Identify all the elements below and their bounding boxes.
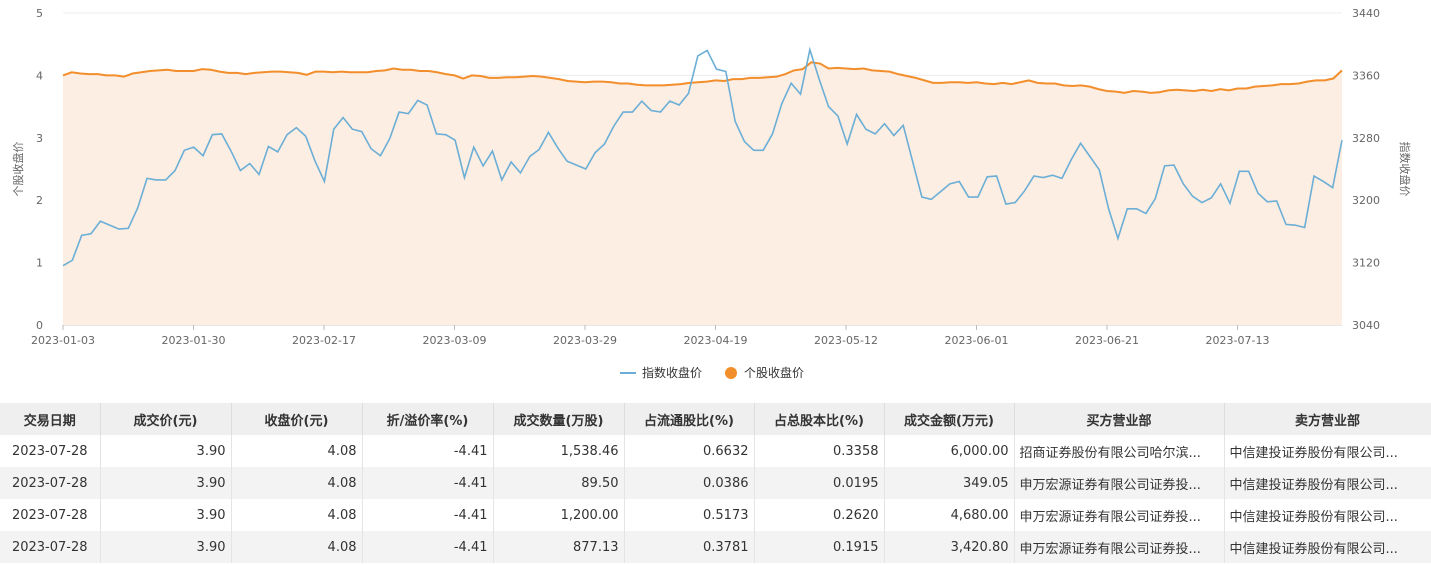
y-left-tick-label: 1 xyxy=(36,257,43,270)
legend-marker-stock xyxy=(725,367,737,379)
legend-label-index: 指数收盘价 xyxy=(642,365,702,380)
cell-volume: 1,200.00 xyxy=(493,499,625,531)
cell-buyer[interactable]: 申万宏源证券有限公司证券投... xyxy=(1014,467,1225,499)
table-header-row: 交易日期 成交价(元) 收盘价(元) 折/溢价率(%) 成交数量(万股) 占流通… xyxy=(0,403,1431,435)
y-left-axis-title: 个股收盘价 xyxy=(11,142,25,197)
cell-deal-price: 3.90 xyxy=(100,531,232,563)
header-close-price[interactable]: 收盘价(元) xyxy=(231,403,363,435)
header-total-ratio[interactable]: 占总股本比(%) xyxy=(754,403,885,435)
cell-amount: 3,420.80 xyxy=(884,531,1015,563)
cell-total-ratio: 0.3358 xyxy=(754,435,885,467)
header-buyer[interactable]: 买方营业部 xyxy=(1014,403,1225,435)
x-tick-label: 2023-05-12 xyxy=(814,334,878,347)
header-float-ratio[interactable]: 占流通股比(%) xyxy=(624,403,755,435)
cell-buyer[interactable]: 申万宏源证券有限公司证券投... xyxy=(1014,499,1225,531)
x-tick-label: 2023-06-01 xyxy=(945,334,1009,347)
stock-price-area xyxy=(63,62,1342,326)
header-deal-price[interactable]: 成交价(元) xyxy=(100,403,232,435)
cell-total-ratio: 0.2620 xyxy=(754,499,885,531)
cell-seller[interactable]: 中信建投证券股份有限公司... xyxy=(1224,467,1431,499)
cell-trade-date: 2023-07-28 xyxy=(0,531,101,563)
cell-close-price: 4.08 xyxy=(231,531,363,563)
y-right-tick-label: 3040 xyxy=(1352,319,1380,332)
cell-buyer[interactable]: 申万宏源证券有限公司证券投... xyxy=(1014,531,1225,563)
y-right-tick-label: 3200 xyxy=(1352,194,1380,207)
cell-buyer[interactable]: 招商证券股份有限公司哈尔滨... xyxy=(1014,435,1225,467)
table-row: 2023-07-28 3.90 4.08 -4.41 89.50 0.0386 … xyxy=(0,467,1431,499)
x-tick-label: 2023-03-29 xyxy=(553,334,617,347)
cell-trade-date: 2023-07-28 xyxy=(0,499,101,531)
x-tick-label: 2023-01-03 xyxy=(31,334,95,347)
x-tick-label: 2023-06-21 xyxy=(1075,334,1139,347)
x-tick-label: 2023-07-13 xyxy=(1206,334,1270,347)
cell-volume: 89.50 xyxy=(493,467,625,499)
table-row: 2023-07-28 3.90 4.08 -4.41 1,200.00 0.51… xyxy=(0,499,1431,531)
cell-volume: 877.13 xyxy=(493,531,625,563)
y-left-tick-label: 0 xyxy=(36,319,43,332)
cell-total-ratio: 0.0195 xyxy=(754,467,885,499)
series-line-stock-price xyxy=(62,61,1343,94)
cell-premium-rate: -4.41 xyxy=(362,467,494,499)
cell-deal-price: 3.90 xyxy=(100,467,232,499)
y-right-tick-label: 3360 xyxy=(1352,69,1380,82)
cell-float-ratio: 0.5173 xyxy=(624,499,755,531)
cell-float-ratio: 0.0386 xyxy=(624,467,755,499)
x-tick-label: 2023-03-09 xyxy=(423,334,487,347)
header-volume[interactable]: 成交数量(万股) xyxy=(493,403,625,435)
y-right-tick-label: 3440 xyxy=(1352,7,1380,20)
cell-seller[interactable]: 中信建投证券股份有限公司... xyxy=(1224,531,1431,563)
y-right-tick-label: 3280 xyxy=(1352,132,1380,145)
series-line-index-price xyxy=(62,46,1343,267)
y-left-tick-label: 4 xyxy=(36,69,43,82)
cell-premium-rate: -4.41 xyxy=(362,499,494,531)
y-right-tick-label: 3120 xyxy=(1352,257,1380,270)
cell-premium-rate: -4.41 xyxy=(362,435,494,467)
chart-area: 0 1 2 3 4 5 3040 3120 3200 3280 3360 3440 个股收盘价 指数收盘价… xyxy=(11,7,1412,380)
y-right-axis-title: 指数收盘价 xyxy=(1398,142,1412,197)
block-trade-table: 交易日期 成交价(元) 收盘价(元) 折/溢价率(%) 成交数量(万股) 占流通… xyxy=(0,403,1431,563)
cell-total-ratio: 0.1915 xyxy=(754,531,885,563)
cell-float-ratio: 0.6632 xyxy=(624,435,755,467)
cell-seller[interactable]: 中信建投证券股份有限公司... xyxy=(1224,499,1431,531)
x-tick-label: 2023-02-17 xyxy=(292,334,356,347)
cell-close-price: 4.08 xyxy=(231,499,363,531)
block-trade-table-container: 交易日期 成交价(元) 收盘价(元) 折/溢价率(%) 成交数量(万股) 占流通… xyxy=(0,403,1431,563)
x-tick-label: 2023-01-30 xyxy=(162,334,226,347)
cell-amount: 6,000.00 xyxy=(884,435,1015,467)
cell-close-price: 4.08 xyxy=(231,435,363,467)
cell-trade-date: 2023-07-28 xyxy=(0,435,101,467)
header-seller[interactable]: 卖方营业部 xyxy=(1224,403,1431,435)
cell-amount: 349.05 xyxy=(884,467,1015,499)
cell-float-ratio: 0.3781 xyxy=(624,531,755,563)
cell-amount: 4,680.00 xyxy=(884,499,1015,531)
y-left-tick-label: 2 xyxy=(36,194,43,207)
header-trade-date[interactable]: 交易日期 xyxy=(0,403,101,435)
x-tick-label: 2023-04-19 xyxy=(684,334,748,347)
y-left-tick-label: 5 xyxy=(36,7,43,20)
cell-premium-rate: -4.41 xyxy=(362,531,494,563)
cell-close-price: 4.08 xyxy=(231,467,363,499)
cell-volume: 1,538.46 xyxy=(493,435,625,467)
cell-trade-date: 2023-07-28 xyxy=(0,467,101,499)
header-amount[interactable]: 成交金额(万元) xyxy=(884,403,1015,435)
table-row: 2023-07-28 3.90 4.08 -4.41 1,538.46 0.66… xyxy=(0,435,1431,467)
y-left-tick-label: 3 xyxy=(36,132,43,145)
cell-deal-price: 3.90 xyxy=(100,435,232,467)
header-premium-rate[interactable]: 折/溢价率(%) xyxy=(362,403,494,435)
table-row: 2023-07-28 3.90 4.08 -4.41 877.13 0.3781… xyxy=(0,531,1431,563)
legend-label-stock: 个股收盘价 xyxy=(744,365,804,380)
cell-deal-price: 3.90 xyxy=(100,499,232,531)
cell-seller[interactable]: 中信建投证券股份有限公司... xyxy=(1224,435,1431,467)
